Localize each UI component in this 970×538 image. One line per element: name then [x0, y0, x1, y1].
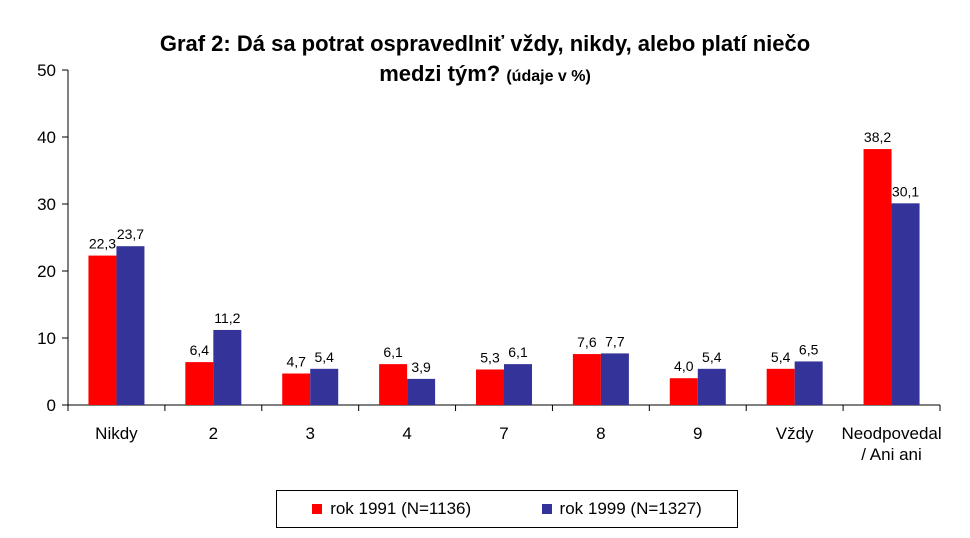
bar-1991-5: [572, 354, 601, 405]
data-label-1999-0: 23,7: [117, 226, 144, 242]
legend: rok 1991 (N=1136) rok 1999 (N=1327): [276, 490, 738, 528]
bar-1991-8: [863, 149, 892, 405]
legend-label-1991: rok 1991 (N=1136): [330, 499, 472, 518]
data-label-1991-7: 5,4: [771, 349, 791, 365]
data-label-1999-6: 5,4: [702, 349, 722, 365]
data-label-1991-4: 5,3: [480, 349, 500, 365]
bar-1991-3: [379, 364, 408, 405]
legend-label-1999: rok 1999 (N=1327): [559, 499, 702, 518]
y-tick-label-20: 20: [37, 262, 56, 281]
x-tick-label-2: 3: [305, 424, 314, 443]
y-tick-label-30: 30: [37, 195, 56, 214]
bar-1999-6: [697, 368, 726, 405]
data-label-1991-2: 4,7: [286, 354, 306, 370]
bar-1999-0: [116, 246, 145, 405]
y-tick-label-40: 40: [37, 128, 56, 147]
data-label-1991-8: 38,2: [864, 129, 891, 145]
chart-title-main: medzi tým?: [379, 61, 501, 86]
bar-1991-6: [669, 378, 698, 405]
data-label-1999-2: 5,4: [314, 349, 334, 365]
legend-swatch-1991: [312, 504, 323, 514]
legend-item-1991: rok 1991 (N=1136): [312, 499, 471, 519]
legend-swatch-1999: [541, 504, 552, 514]
y-tick-label-10: 10: [37, 329, 56, 348]
bar-1991-1: [185, 362, 214, 405]
data-label-1999-7: 6,5: [799, 341, 819, 357]
bar-1999-8: [891, 203, 920, 405]
bar-1991-7: [766, 368, 795, 405]
legend-item-1999: rok 1999 (N=1327): [541, 499, 702, 519]
bar-1991-0: [88, 255, 117, 405]
plot-area: 0 10 20 30 40 50 22,323,7 Nikdy 6,411,2 2 4,7 5,4 3 6…: [37, 61, 942, 464]
x-tick-label-5: 8: [596, 424, 605, 443]
chart-title-line2: medzi tým? (údaje v %): [0, 60, 970, 91]
data-label-1999-4: 6,1: [508, 344, 528, 360]
data-label-1999-1: 11,2: [214, 310, 240, 326]
bar-1999-1: [213, 329, 242, 405]
data-label-1991-0: 22,3: [89, 236, 116, 252]
bar-1991-2: [282, 373, 311, 405]
x-tick-label-7: Vždy: [776, 424, 814, 443]
data-label-1999-8: 30,1: [892, 183, 919, 199]
x-tick-label-8-line0: Neodpovedal: [841, 424, 941, 443]
x-tick-label-0: Nikdy: [95, 424, 138, 443]
y-tick-label-0: 0: [47, 396, 56, 415]
bar-1999-3: [407, 378, 436, 405]
y-tick-label-50: 50: [37, 61, 56, 80]
chart-title-line1: Graf 2: Dá sa potrat ospravedlniť vždy, …: [159, 31, 811, 56]
chart-title-note: (údaje v %): [506, 68, 591, 85]
x-tick-label-1: 2: [209, 424, 218, 443]
bar-1991-4: [476, 369, 504, 405]
bar-1999-4: [504, 364, 532, 405]
bar-1999-2: [310, 368, 339, 405]
bar-1999-5: [600, 353, 629, 405]
data-label-1991-5: 7,6: [577, 334, 597, 350]
data-label-1991-1: 6,4: [190, 342, 210, 358]
data-label-1991-3: 6,1: [383, 344, 403, 360]
data-label-1991-6: 4,0: [674, 358, 694, 374]
x-tick-label-4: 7: [499, 424, 508, 443]
x-tick-label-3: 4: [402, 424, 411, 443]
x-tick-label-8-line1: / Ani ani: [861, 445, 922, 464]
bar-1999-7: [794, 361, 823, 405]
data-label-1999-3: 3,9: [411, 359, 431, 375]
x-tick-label-6: 9: [693, 424, 702, 443]
data-label-1999-5: 7,7: [605, 333, 625, 349]
